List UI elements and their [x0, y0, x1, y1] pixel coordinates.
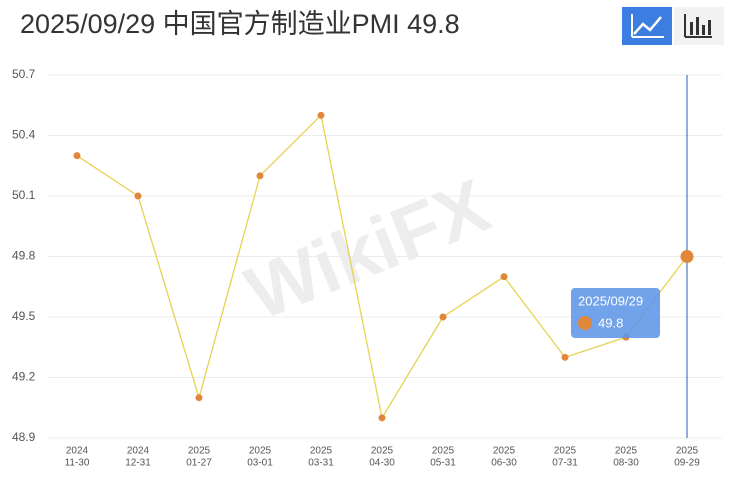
x-tick-date: 12-31: [125, 458, 151, 469]
watermark: WikiFX: [235, 163, 501, 337]
y-tick-label: 49.8: [12, 249, 36, 263]
tooltip-value: 49.8: [598, 315, 623, 330]
icon-bar[interactable]: [708, 20, 711, 35]
y-tick-label: 49.5: [12, 309, 36, 323]
data-point: [195, 394, 203, 402]
tooltip-date: 2025/09/29: [578, 293, 643, 308]
data-point: [73, 152, 81, 160]
x-tick-date: 09-29: [674, 458, 700, 469]
x-tick-date: 05-31: [430, 458, 456, 469]
icon-bar[interactable]: [690, 22, 693, 35]
bar-chart-button[interactable]: [674, 7, 724, 45]
data-point: [500, 273, 508, 281]
x-tick-date: 03-31: [308, 458, 334, 469]
y-tick-label: 50.1: [12, 188, 36, 202]
x-tick-date: 11-30: [65, 458, 90, 469]
x-tick-date: 01-27: [186, 458, 212, 469]
y-tick-label: 50.7: [12, 67, 36, 81]
x-tick-year: 2025: [493, 446, 516, 457]
x-tick-date: 04-30: [369, 458, 395, 469]
x-tick-date: 08-30: [613, 458, 639, 469]
data-point: [134, 192, 142, 200]
icon-bar[interactable]: [696, 17, 699, 35]
line-chart-button[interactable]: [622, 7, 672, 45]
x-tick-date: 03-01: [247, 458, 273, 469]
data-point: [256, 172, 264, 180]
y-tick-label: 50.4: [12, 128, 36, 142]
x-tick-year: 2024: [127, 446, 150, 457]
y-tick-label: 48.9: [12, 430, 36, 444]
x-tick-year: 2025: [188, 446, 211, 457]
x-tick-year: 2025: [371, 446, 394, 457]
tooltip: 2025/09/29 49.8: [571, 288, 660, 338]
line-icon[interactable]: [633, 16, 662, 35]
tooltip-dot: [578, 316, 592, 330]
x-tick-year: 2025: [249, 446, 272, 457]
x-tick-date: 07-31: [552, 458, 578, 469]
data-point: [680, 250, 694, 263]
x-tick-year: 2025: [676, 446, 699, 457]
icon-bar[interactable]: [702, 25, 705, 35]
data-point: [317, 111, 325, 119]
data-point: [561, 353, 569, 361]
chart-title: 2025/09/29 中国官方制造业PMI 49.8: [20, 9, 460, 39]
x-tick-year: 2025: [615, 446, 638, 457]
x-tick-year: 2025: [554, 446, 577, 457]
tooltip-bg: [571, 288, 660, 338]
x-tick-date: 06-30: [491, 458, 517, 469]
x-tick-year: 2025: [432, 446, 455, 457]
y-tick-label: 49.2: [12, 370, 36, 384]
x-tick-year: 2024: [66, 446, 89, 457]
data-point: [439, 313, 447, 321]
data-point: [378, 414, 386, 422]
x-tick-year: 2025: [310, 446, 333, 457]
